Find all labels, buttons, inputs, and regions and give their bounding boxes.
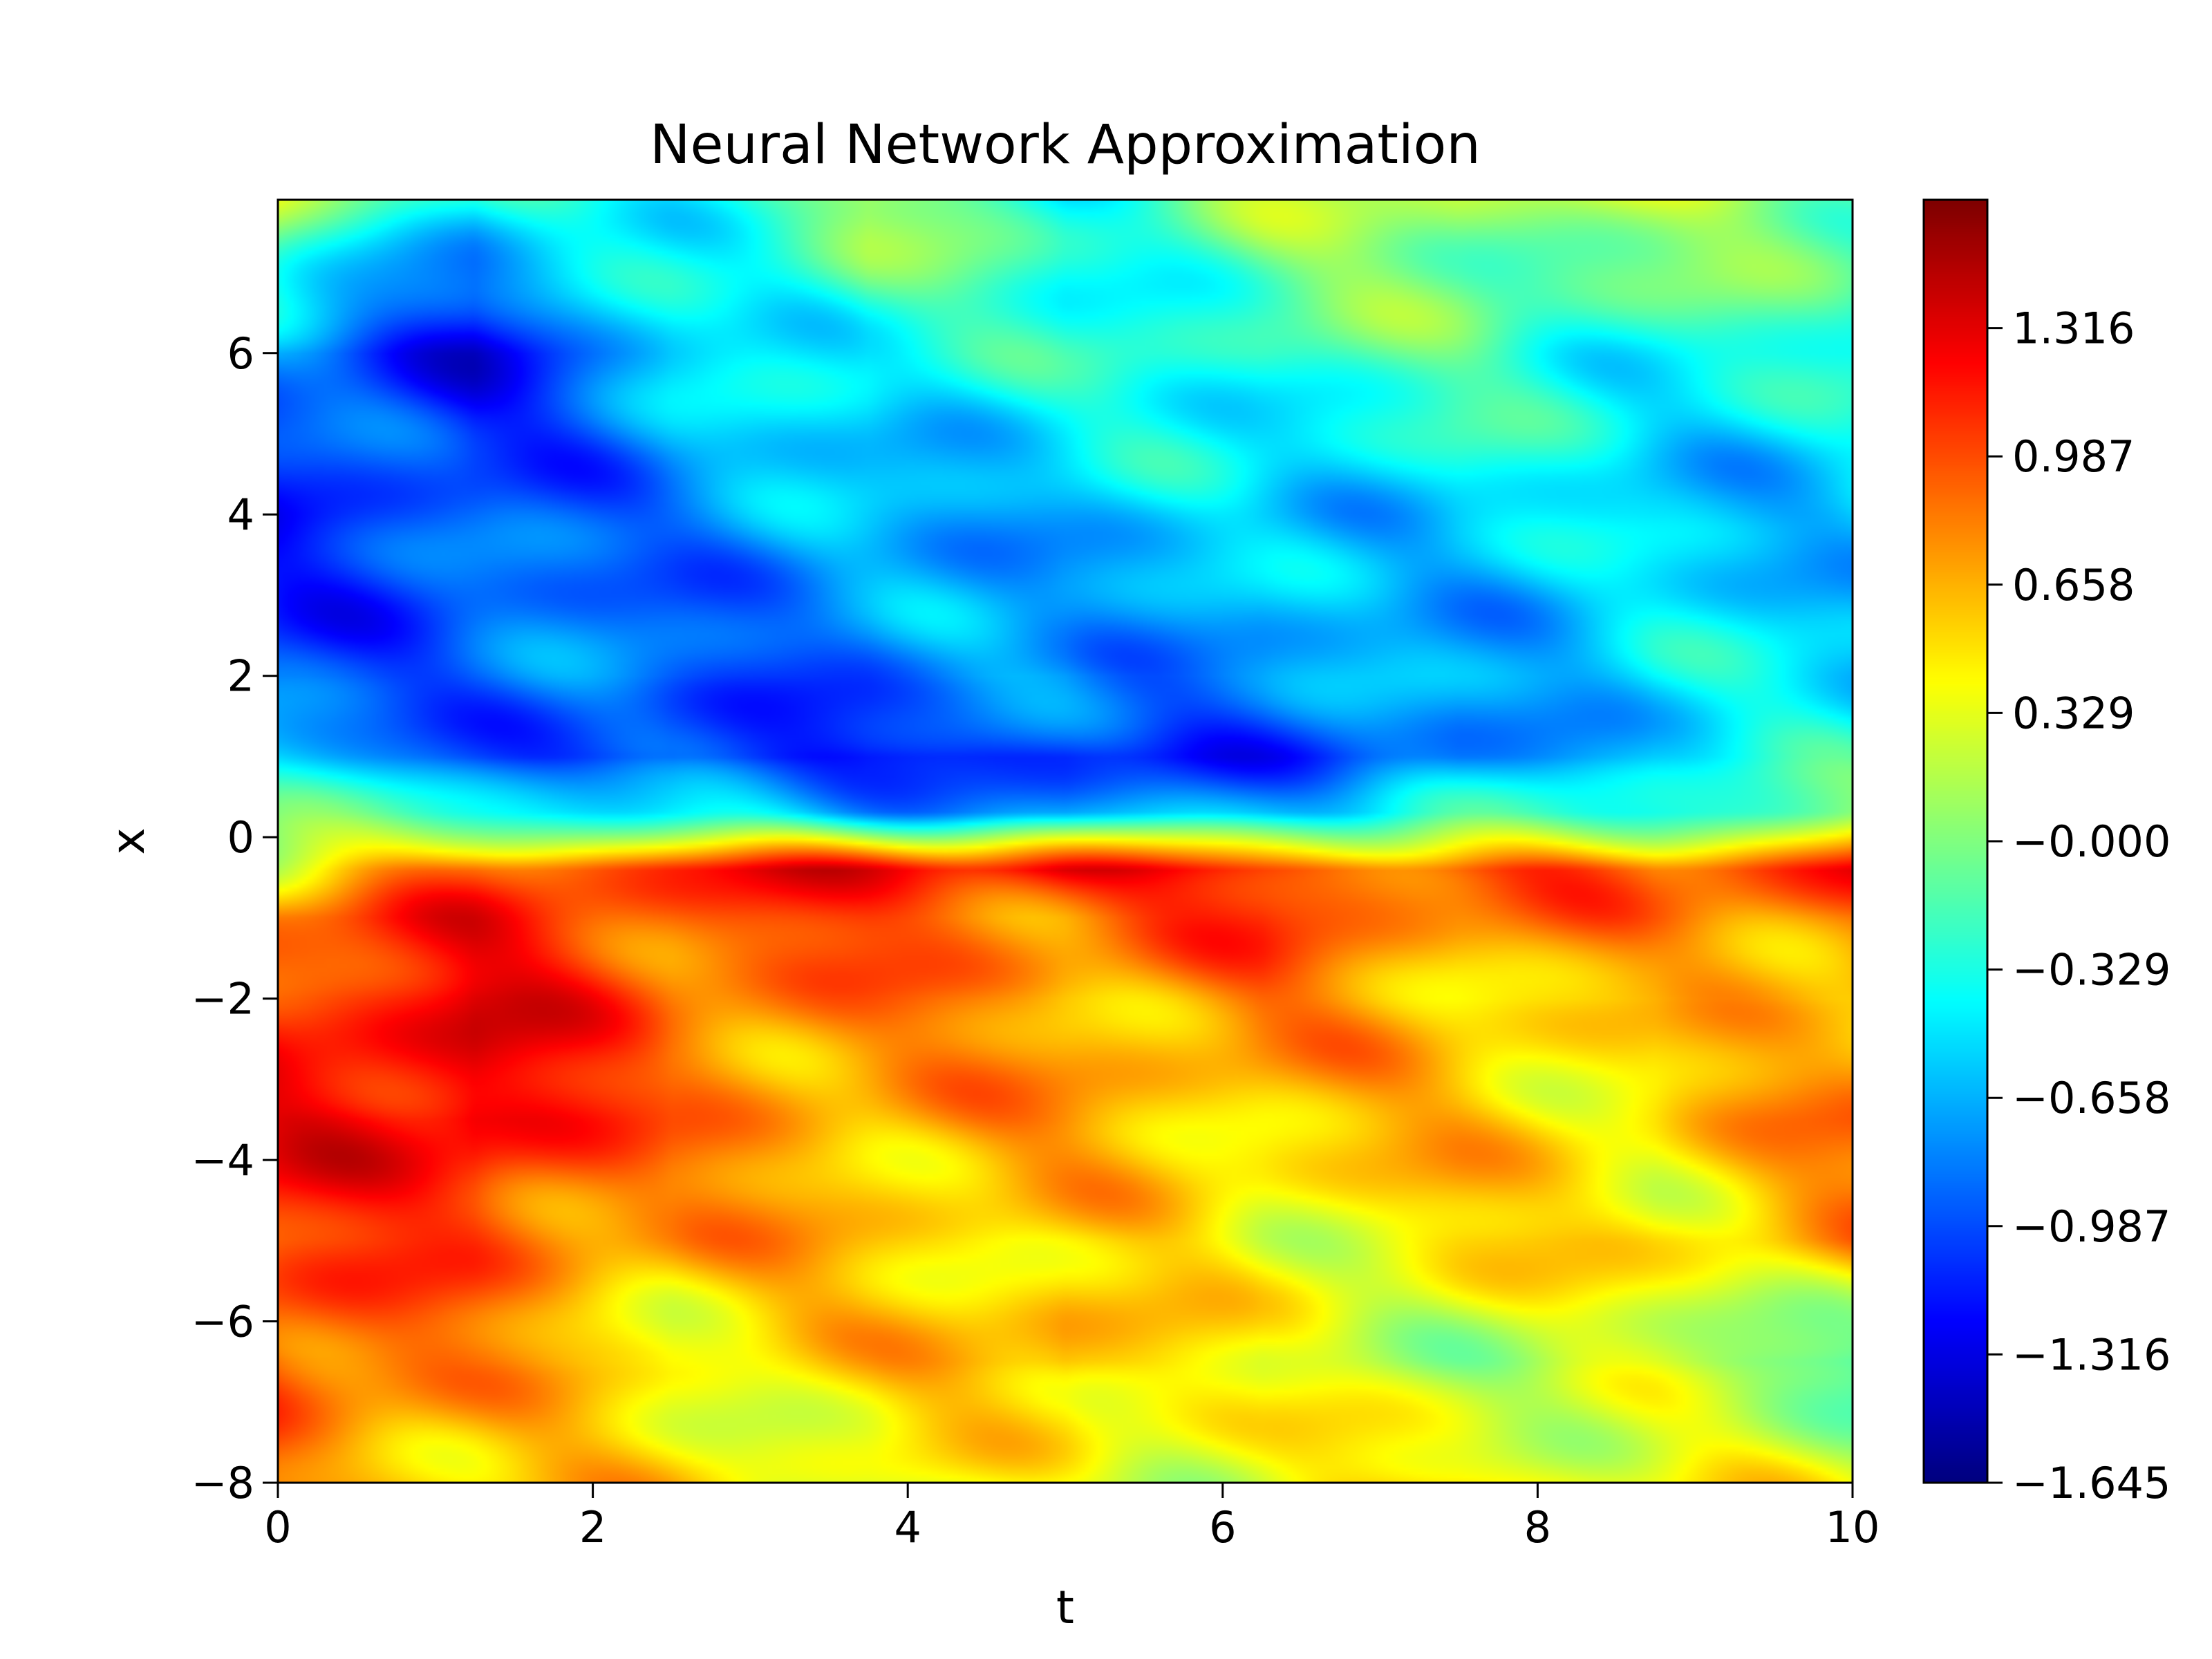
colorbar-tick-label: −0.658 bbox=[2012, 1073, 2171, 1123]
x-axis-label: t bbox=[1056, 1581, 1074, 1634]
x-axis: 0 2 4 6 8 10 bbox=[264, 1483, 1880, 1553]
y-tick-label: −8 bbox=[191, 1458, 254, 1508]
colorbar-tick-label: −0.000 bbox=[2012, 816, 2171, 867]
colorbar-tick-label: −1.645 bbox=[2012, 1458, 2171, 1508]
y-tick-label: 6 bbox=[227, 328, 254, 379]
y-tick-label: 0 bbox=[227, 812, 254, 863]
y-tick-label: −6 bbox=[191, 1297, 254, 1347]
y-axis-label: x bbox=[102, 827, 155, 854]
x-tick-label: 4 bbox=[894, 1502, 921, 1553]
y-tick-label: −4 bbox=[191, 1135, 254, 1185]
x-tick-label: 0 bbox=[264, 1502, 291, 1553]
y-axis: −8 −6 −4 −2 0 2 4 6 bbox=[191, 328, 278, 1508]
colorbar-tick-label: 0.329 bbox=[2012, 688, 2135, 738]
y-tick-label: 2 bbox=[227, 651, 254, 702]
colorbar-tick-label: −0.329 bbox=[2012, 945, 2171, 995]
colorbar: −1.645 −1.316 −0.987 −0.658 −0.329 −0.000 0.32… bbox=[1922, 198, 2171, 1508]
y-tick-label: −2 bbox=[191, 974, 254, 1024]
plot-frame bbox=[276, 198, 1854, 1484]
colorbar-gradient bbox=[1924, 200, 1987, 1483]
colorbar-tick-label: −0.987 bbox=[2012, 1201, 2171, 1252]
chart-title: Neural Network Approximation bbox=[650, 114, 1481, 176]
x-tick-label: 6 bbox=[1209, 1502, 1236, 1553]
plot-area bbox=[276, 198, 1854, 1484]
x-tick-label: 10 bbox=[1826, 1502, 1880, 1553]
colorbar-tick-label: −1.316 bbox=[2012, 1329, 2171, 1380]
heatmap-image bbox=[278, 200, 1853, 1483]
colorbar-tick-label: 0.987 bbox=[2012, 431, 2135, 482]
colorbar-axis: −1.645 −1.316 −0.987 −0.658 −0.329 −0.000 0.32… bbox=[1987, 303, 2171, 1508]
y-tick-label: 4 bbox=[227, 489, 254, 540]
x-tick-label: 8 bbox=[1524, 1502, 1551, 1553]
x-tick-label: 2 bbox=[579, 1502, 606, 1553]
colorbar-tick-label: 0.658 bbox=[2012, 560, 2135, 610]
colorbar-tick-label: 1.316 bbox=[2012, 303, 2135, 354]
